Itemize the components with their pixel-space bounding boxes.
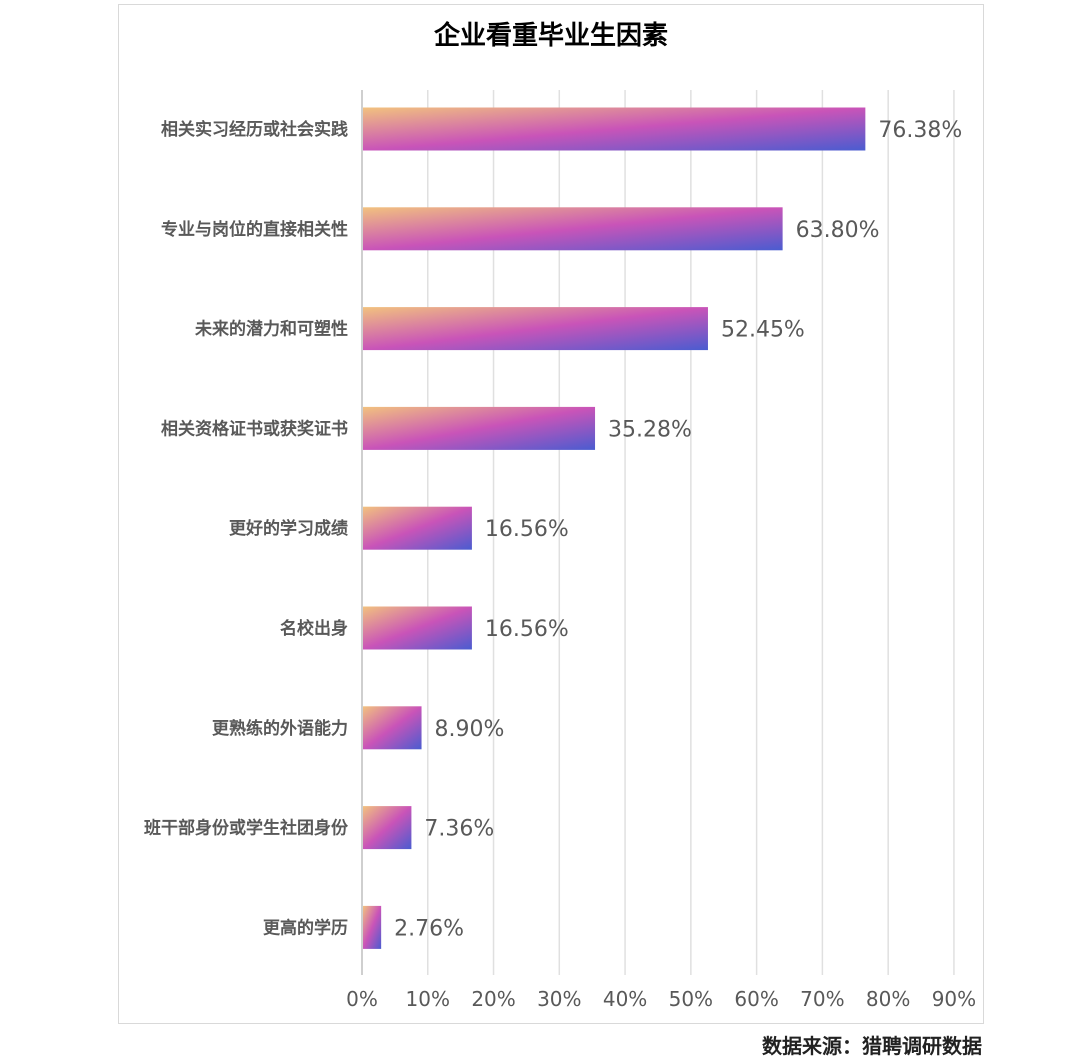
x-tick-label: 50% [669,987,713,1011]
labels: 0% 10% 20% 30% 40% 50% 60% 70% 80% 90% 相关实习经历或社会实践… [144,118,976,1011]
data-label: 52.45% [721,318,805,343]
source-note: 数据来源：猎聘调研数据 [762,1030,982,1059]
x-tick-label: 40% [603,987,647,1011]
x-tick-label: 90% [932,987,976,1011]
x-tick-label: 30% [537,987,581,1011]
bar [363,906,381,949]
x-tick-label: 80% [866,987,910,1011]
bar [363,806,411,849]
bar [363,108,865,151]
data-label: 2.76% [394,916,464,941]
data-label: 16.56% [485,617,569,642]
data-label: 16.56% [485,517,569,542]
category-label: 专业与岗位的直接相关性 [161,219,348,240]
bar [363,307,708,350]
bar [363,407,595,450]
category-label: 更高的学历 [263,917,348,938]
bar [363,706,422,749]
x-tick-label: 70% [800,987,844,1011]
data-label: 7.36% [424,817,494,842]
x-tick-label: 20% [471,987,515,1011]
data-label: 35.28% [608,417,692,442]
x-tick-label: 10% [406,987,450,1011]
category-label: 更熟练的外语能力 [212,718,348,739]
x-tick-label: 60% [734,987,778,1011]
data-label: 76.38% [878,118,962,143]
chart-title: 企业看重毕业生因素 [434,20,668,51]
category-label: 更好的学习成绩 [229,518,348,539]
bar [363,507,472,550]
category-label: 名校出身 [280,618,348,639]
category-label: 相关资格证书或获奖证书 [161,418,348,439]
x-tick-label: 0% [346,987,378,1011]
category-label: 未来的潜力和可塑性 [194,319,348,340]
bar [363,207,783,250]
data-label: 8.90% [435,717,505,742]
bar [363,607,472,650]
category-label: 班干部身份或学生社团身份 [144,818,349,839]
data-label: 63.80% [796,218,880,243]
category-label: 相关实习经历或社会实践 [161,119,348,140]
